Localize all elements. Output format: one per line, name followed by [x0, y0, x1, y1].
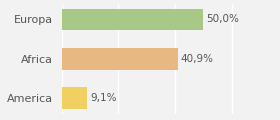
- Text: 50,0%: 50,0%: [206, 14, 239, 24]
- Bar: [62, 48, 178, 70]
- Text: 40,9%: 40,9%: [181, 54, 213, 64]
- Bar: [62, 87, 87, 109]
- Text: 9,1%: 9,1%: [90, 93, 117, 103]
- Bar: [62, 9, 204, 30]
